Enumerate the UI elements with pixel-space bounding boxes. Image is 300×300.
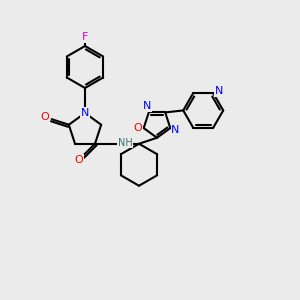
Text: N: N — [171, 125, 179, 135]
Text: O: O — [133, 123, 142, 133]
Text: O: O — [74, 155, 83, 165]
Text: O: O — [41, 112, 50, 122]
Text: NH: NH — [118, 138, 132, 148]
Text: N: N — [215, 86, 224, 96]
Text: F: F — [82, 32, 88, 42]
Text: N: N — [142, 101, 151, 111]
Text: N: N — [81, 108, 89, 118]
